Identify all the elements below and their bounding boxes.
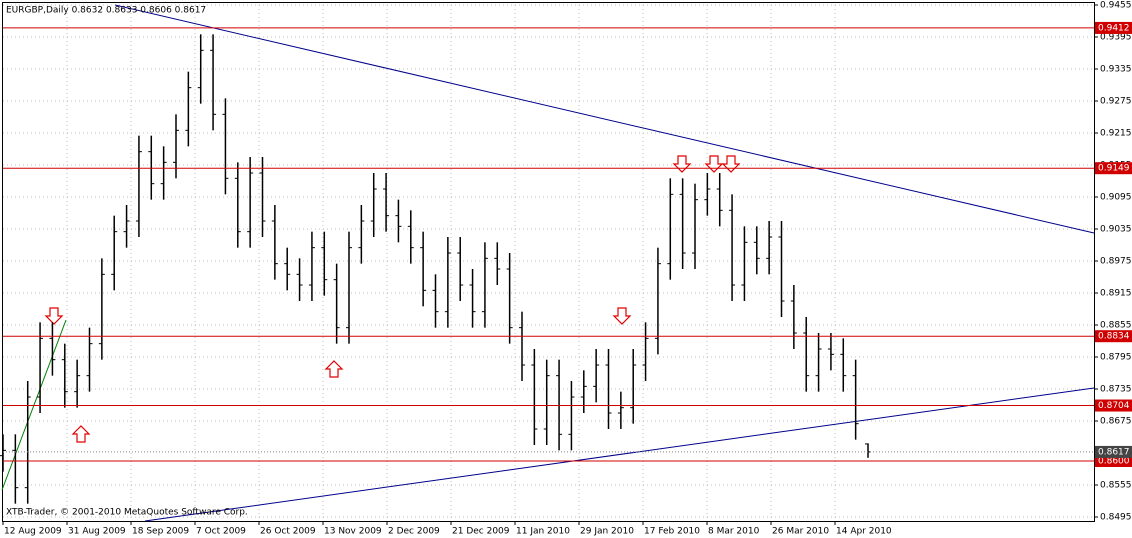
x-tick-label: 2 Dec 2009	[388, 527, 440, 537]
x-tick-label: 7 Oct 2009	[196, 527, 246, 537]
x-tick-label: 14 Apr 2010	[836, 527, 892, 537]
y-tick-label: 0.8795	[1100, 353, 1132, 363]
y-tick-label: 0.9035	[1100, 225, 1132, 235]
x-tick-label: 18 Sep 2009	[132, 527, 189, 537]
level-label: 0.9149	[1098, 164, 1130, 174]
y-tick-label: 0.9275	[1100, 97, 1132, 107]
x-tick-label: 26 Oct 2009	[260, 527, 316, 537]
last-price-box	[1095, 445, 1132, 458]
chart-title: EURGBP,Daily 0.8632 0.8633 0.8606 0.8617	[6, 6, 206, 16]
x-tick-label: 13 Nov 2009	[324, 527, 382, 537]
up-arrow	[324, 360, 344, 378]
trend-line	[144, 387, 1095, 522]
y-tick-label: 0.8915	[1100, 289, 1132, 299]
y-tick-label: 0.9335	[1100, 65, 1132, 75]
down-arrow	[44, 307, 64, 325]
level-label: 0.8834	[1098, 332, 1130, 342]
level-label-box	[1095, 330, 1132, 343]
bars	[0, 34, 871, 504]
x-tick-label: 12 Aug 2009	[4, 527, 62, 537]
level-label-box	[1095, 455, 1132, 467]
trend-line	[114, 4, 1095, 234]
y-tick-label: 0.9215	[1100, 129, 1132, 139]
level-label: 0.8600	[1098, 457, 1130, 467]
level-label-box	[1095, 162, 1132, 175]
level-label-box	[1095, 399, 1132, 412]
copyright: XTB-Trader, © 2001-2010 MetaQuotes Softw…	[6, 508, 248, 518]
y-tick-label: 0.8855	[1100, 321, 1132, 331]
x-tick-label: 11 Jan 2010	[516, 527, 570, 537]
y-tick-label: 0.8555	[1100, 481, 1132, 491]
x-tick-label: 31 Aug 2009	[68, 527, 126, 537]
x-tick-label: 21 Dec 2009	[452, 527, 510, 537]
y-tick-label: 0.8675	[1100, 417, 1132, 427]
y-tick-label: 0.8975	[1100, 257, 1132, 267]
last-price-label: 0.8617	[1098, 447, 1130, 457]
y-tick-label: 0.8495	[1100, 513, 1132, 523]
x-tick-label: 26 Mar 2010	[772, 527, 829, 537]
y-tick-label: 0.9095	[1100, 193, 1132, 203]
level-label: 0.8704	[1098, 401, 1130, 411]
x-tick-label: 29 Jan 2010	[580, 527, 634, 537]
trend-line	[1, 319, 67, 491]
y-tick-label: 0.8735	[1100, 385, 1132, 395]
level-label: 0.9412	[1098, 23, 1130, 33]
plot-frame	[2, 2, 1095, 522]
down-arrow	[612, 307, 632, 325]
level-label-box	[1095, 21, 1132, 34]
up-arrow	[71, 425, 91, 443]
x-tick-label: 8 Mar 2010	[708, 527, 760, 537]
y-tick-label: 0.9395	[1100, 33, 1132, 43]
y-tick-label: 0.9455	[1100, 1, 1132, 11]
x-tick-label: 17 Feb 2010	[644, 527, 700, 537]
